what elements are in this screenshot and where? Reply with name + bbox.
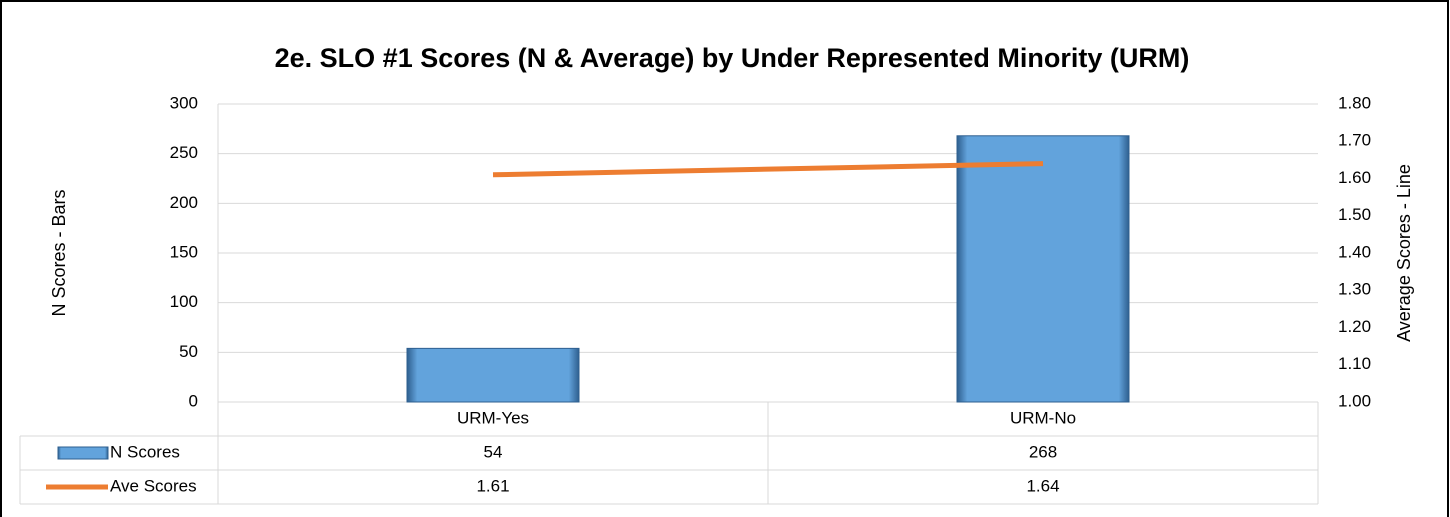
x-tick-label: URM-Yes xyxy=(457,408,529,427)
y-axis-label: N Scores - Bars xyxy=(49,189,69,316)
bar xyxy=(406,347,580,403)
y2-tick-label: 1.10 xyxy=(1338,354,1371,373)
y-tick-label: 150 xyxy=(170,242,198,261)
table-value: 1.64 xyxy=(1026,476,1059,495)
chart-title: 2e. SLO #1 Scores (N & Average) by Under… xyxy=(275,43,1190,73)
table-value: 1.61 xyxy=(476,476,509,495)
line xyxy=(492,161,1044,178)
y2-tick-label: 1.30 xyxy=(1338,280,1371,299)
y-tick-label: 200 xyxy=(170,193,198,212)
y2-tick-label: 1.60 xyxy=(1338,168,1371,187)
legend-label: Ave Scores xyxy=(110,476,197,495)
y2-tick-label: 1.50 xyxy=(1338,205,1371,224)
bar xyxy=(956,135,1130,403)
x-tick-label: URM-No xyxy=(1010,408,1076,427)
y-tick-label: 50 xyxy=(179,342,198,361)
table-value: 268 xyxy=(1029,442,1057,461)
y-tick-label: 100 xyxy=(170,292,198,311)
y2-tick-label: 1.80 xyxy=(1338,93,1371,112)
table-value: 54 xyxy=(484,442,503,461)
y2-tick-label: 1.40 xyxy=(1338,242,1371,261)
y2-tick-label: 1.20 xyxy=(1338,317,1371,336)
y2-tick-label: 1.00 xyxy=(1338,391,1371,410)
y-tick-label: 250 xyxy=(170,143,198,162)
legend-key xyxy=(57,446,109,460)
legend-label: N Scores xyxy=(110,442,180,461)
y-tick-label: 0 xyxy=(189,391,198,410)
y2-axis-label: Average Scores - Line xyxy=(1394,164,1414,342)
y-tick-label: 300 xyxy=(170,93,198,112)
y2-tick-label: 1.70 xyxy=(1338,131,1371,150)
